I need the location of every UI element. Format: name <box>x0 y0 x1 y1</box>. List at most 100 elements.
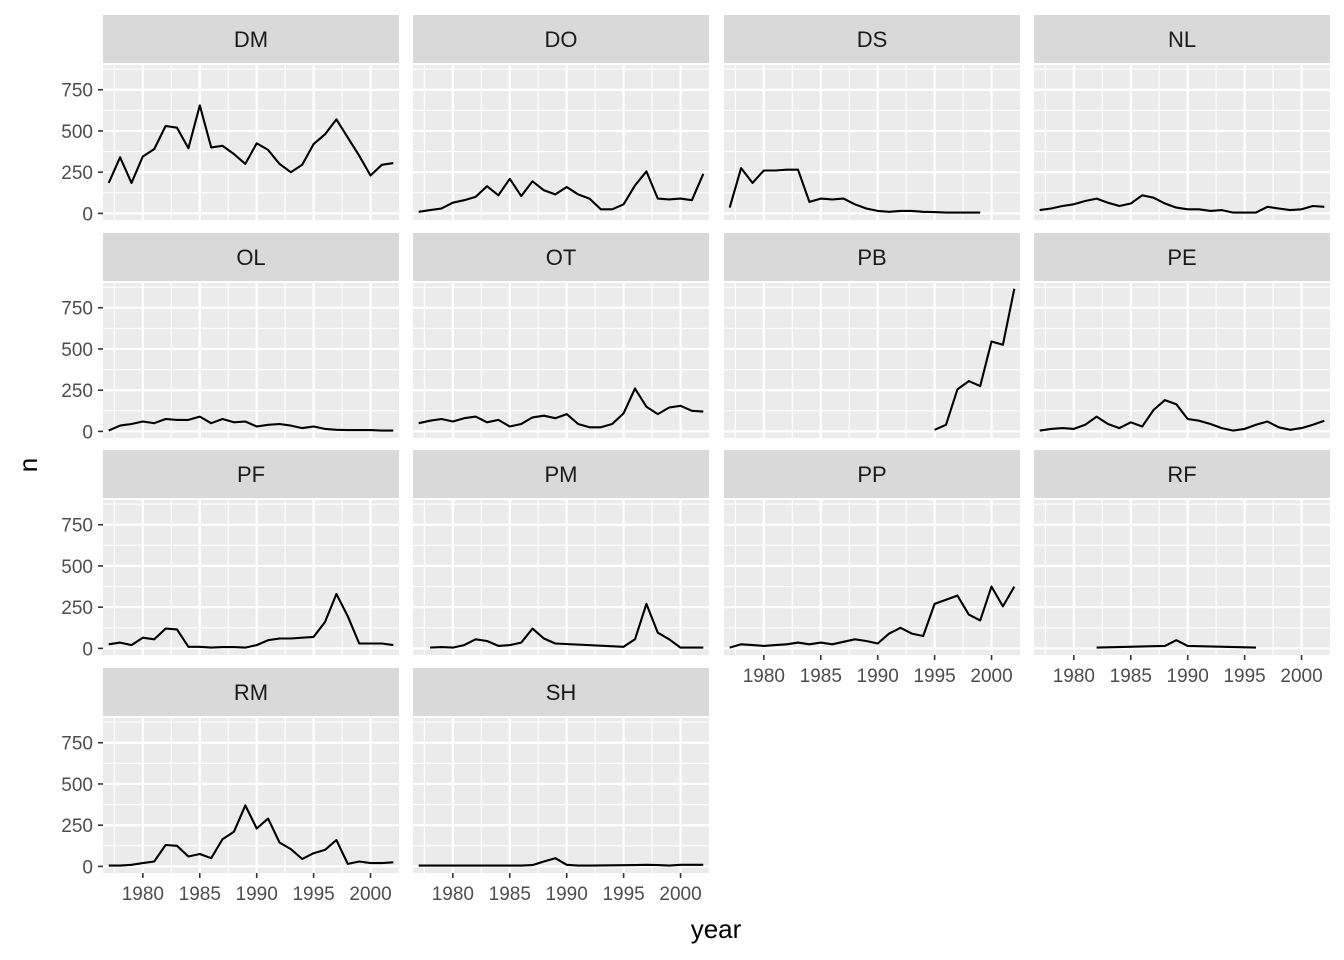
facet-strip-label: RM <box>234 680 268 705</box>
facet-panel-sh: SH 1980 1985 1990 1995 2000 <box>413 668 709 905</box>
panel-background <box>413 283 709 438</box>
facet-strip <box>413 15 709 63</box>
series-line <box>1096 639 1257 649</box>
x-axis-title: year <box>691 914 742 944</box>
facet-strip <box>413 668 709 716</box>
y-tick-label: 500 <box>61 557 93 578</box>
panel-background <box>413 500 709 655</box>
facet-strip-label: OT <box>546 245 577 270</box>
facet-panel-ds: DS <box>724 15 1020 220</box>
panel-background <box>724 283 1020 438</box>
facet-strip-label: PM <box>545 462 578 487</box>
facet-strip-label: DM <box>234 27 268 52</box>
series-line <box>108 415 394 432</box>
facet-panel-rm: RM 0 250 500 750 1980 1985 1990 1995 2000 <box>61 668 399 905</box>
x-tick-label: 1990 <box>857 666 899 687</box>
x-tick-label: 1995 <box>292 884 334 905</box>
y-tick-label: 250 <box>61 598 93 619</box>
y-tick-label: 250 <box>61 163 93 184</box>
y-tick-label: 0 <box>82 204 93 225</box>
facet-panel-pb: PB <box>724 233 1020 438</box>
y-tick-label: 500 <box>61 122 93 143</box>
facet-strip <box>413 450 709 498</box>
series-line <box>1039 399 1325 432</box>
panel-background <box>103 65 399 220</box>
series-line <box>418 170 705 213</box>
x-tick-label: 1985 <box>1110 666 1152 687</box>
series-line <box>728 167 981 214</box>
series-line <box>108 592 394 649</box>
y-tick-label: 750 <box>61 734 93 755</box>
facet-strip <box>1034 450 1330 498</box>
x-tick-label: 1995 <box>602 884 644 905</box>
facet-panel-nl: NL <box>1034 15 1330 220</box>
facet-panel-pm: PM <box>413 450 709 655</box>
facet-strip-label: PB <box>857 245 886 270</box>
facet-strip-label: RF <box>1167 462 1196 487</box>
y-tick-label: 750 <box>61 516 93 537</box>
facet-strip-label: OL <box>236 245 265 270</box>
x-tick-label: 2000 <box>659 884 701 905</box>
y-tick-label: 250 <box>61 381 93 402</box>
series-line <box>729 585 1016 649</box>
panel-background <box>413 718 709 873</box>
x-tick-label: 1995 <box>913 666 955 687</box>
facet-strip <box>1034 233 1330 281</box>
facet-panel-pf: PF 0 250 500 750 <box>61 450 399 660</box>
facet-strip-label: DO <box>545 27 578 52</box>
y-tick-label: 0 <box>82 639 93 660</box>
x-tick-label: 1980 <box>743 666 785 687</box>
facet-strip <box>103 15 399 63</box>
facet-strip-label: PP <box>857 462 886 487</box>
series-line <box>418 387 704 429</box>
x-tick-label: 1980 <box>122 884 164 905</box>
panel-background <box>103 718 399 873</box>
facet-panel-ot: OT <box>413 233 709 438</box>
x-tick-label: 2000 <box>970 666 1012 687</box>
y-tick-label: 750 <box>61 299 93 320</box>
panel-background <box>724 65 1020 220</box>
facet-panel-do: DO <box>413 15 709 220</box>
series-line <box>430 602 704 649</box>
facet-strip <box>724 233 1020 281</box>
x-tick-label: 1990 <box>1167 666 1209 687</box>
series-line <box>1039 194 1325 214</box>
x-tick-label: 2000 <box>1280 666 1322 687</box>
panel-background <box>103 283 399 438</box>
x-tick-label: 1995 <box>1223 666 1265 687</box>
series-line <box>934 288 1016 431</box>
y-tick-label: 750 <box>61 81 93 102</box>
x-tick-label: 1980 <box>432 884 474 905</box>
facet-strip <box>1034 15 1330 63</box>
facet-strip-label: PE <box>1167 245 1196 270</box>
facet-panel-ol: OL 0 250 500 750 <box>61 233 399 443</box>
facet-strip <box>724 15 1020 63</box>
facet-panel-rf: RF 1980 1985 1990 1995 2000 <box>1034 450 1330 687</box>
x-tick-label: 1985 <box>179 884 221 905</box>
y-axis-title: n <box>13 458 43 472</box>
series-line <box>107 104 394 184</box>
facet-panel-pp: PP 1980 1985 1990 1995 2000 <box>724 450 1020 687</box>
x-tick-label: 1990 <box>546 884 588 905</box>
facet-strip <box>103 450 399 498</box>
x-tick-label: 1990 <box>236 884 278 905</box>
x-tick-label: 1985 <box>800 666 842 687</box>
y-tick-label: 500 <box>61 340 93 361</box>
facet-panel-dm: DM 0 250 500 750 <box>61 15 399 225</box>
x-tick-label: 1980 <box>1053 666 1095 687</box>
facet-strip <box>413 233 709 281</box>
panel-background <box>1034 283 1330 438</box>
panel-background <box>413 65 709 220</box>
facet-strip <box>724 450 1020 498</box>
y-tick-label: 500 <box>61 775 93 796</box>
facet-panels: DM 0 250 500 750 DO DS NL OL 0 250 500 750 OT PB PE PF 0 2… <box>61 15 1330 905</box>
y-tick-label: 0 <box>82 857 93 878</box>
y-tick-label: 250 <box>61 816 93 837</box>
x-tick-label: 1985 <box>489 884 531 905</box>
facet-panel-pe: PE <box>1034 233 1330 438</box>
facet-strip-label: SH <box>546 680 577 705</box>
y-tick-label: 0 <box>82 422 93 443</box>
facet-strip <box>103 233 399 281</box>
panel-background <box>1034 500 1330 655</box>
